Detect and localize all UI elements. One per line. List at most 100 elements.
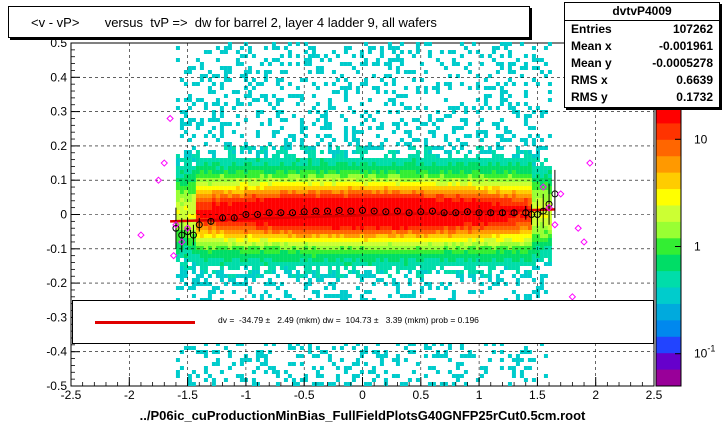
- heatmap-cell: [523, 122, 528, 126]
- heatmap-cell: [479, 182, 484, 186]
- heatmap-cell: [367, 174, 372, 178]
- heatmap-cell: [539, 190, 544, 194]
- heatmap-cell: [275, 166, 280, 170]
- heatmap-cell: [499, 66, 504, 70]
- heatmap-cell: [415, 250, 420, 254]
- heatmap-cell: [351, 182, 356, 186]
- heatmap-cell: [247, 90, 252, 94]
- heatmap-cell: [459, 166, 464, 170]
- heatmap-cell: [475, 190, 480, 194]
- heatmap-cell: [203, 166, 208, 170]
- heatmap-cell: [187, 182, 192, 186]
- heatmap-cell: [463, 266, 468, 270]
- heatmap-cell: [231, 238, 236, 242]
- heatmap-cell: [211, 378, 216, 382]
- heatmap-cell: [503, 214, 508, 218]
- heatmap-cell: [495, 70, 500, 74]
- heatmap-cell: [507, 246, 512, 250]
- heatmap-cell: [223, 46, 228, 50]
- heatmap-cell: [539, 238, 544, 242]
- heatmap-cell: [187, 378, 192, 382]
- heatmap-cell: [271, 166, 276, 170]
- heatmap-cell: [339, 150, 344, 154]
- heatmap-cell: [375, 270, 380, 274]
- heatmap-cell: [543, 262, 548, 266]
- heatmap-cell: [511, 82, 516, 86]
- heatmap-cell: [263, 254, 268, 258]
- heatmap-cell: [371, 378, 376, 382]
- heatmap-cell: [391, 210, 396, 214]
- heatmap-cell: [487, 166, 492, 170]
- heatmap-cell: [411, 234, 416, 238]
- heatmap-cell: [379, 218, 384, 222]
- heatmap-cell: [283, 222, 288, 226]
- heatmap-cell: [443, 238, 448, 242]
- heatmap-cell: [183, 114, 188, 118]
- heatmap-cell: [315, 218, 320, 222]
- heatmap-cell: [255, 198, 260, 202]
- heatmap-cell: [183, 186, 188, 190]
- heatmap-cell: [315, 238, 320, 242]
- heatmap-cell: [427, 258, 432, 262]
- heatmap-cell: [383, 222, 388, 226]
- heatmap-cell: [511, 254, 516, 258]
- heatmap-cell: [379, 46, 384, 50]
- heatmap-cell: [475, 242, 480, 246]
- heatmap-cell: [359, 182, 364, 186]
- heatmap-cell: [271, 258, 276, 262]
- heatmap-cell: [531, 190, 536, 194]
- heatmap-cell: [439, 226, 444, 230]
- heatmap-cell: [327, 238, 332, 242]
- heatmap-cell: [527, 274, 532, 278]
- heatmap-cell: [459, 162, 464, 166]
- heatmap-cell: [491, 150, 496, 154]
- heatmap-cell: [295, 250, 300, 254]
- heatmap-cell: [219, 254, 224, 258]
- heatmap-cell: [283, 242, 288, 246]
- heatmap-cell: [287, 342, 292, 346]
- heatmap-cell: [283, 370, 288, 374]
- heatmap-cell: [191, 234, 196, 238]
- heatmap-cell: [199, 166, 204, 170]
- heatmap-cell: [495, 258, 500, 262]
- heatmap-cell: [535, 178, 540, 182]
- heatmap-cell: [363, 78, 368, 82]
- heatmap-cell: [275, 262, 280, 266]
- heatmap-cell: [455, 218, 460, 222]
- heatmap-cell: [211, 226, 216, 230]
- heatmap-cell: [499, 182, 504, 186]
- heatmap-cell: [331, 162, 336, 166]
- heatmap-cell: [227, 194, 232, 198]
- heatmap-cell: [327, 98, 332, 102]
- heatmap-cell: [291, 174, 296, 178]
- heatmap-cell: [339, 198, 344, 202]
- heatmap-cell: [327, 282, 332, 286]
- stats-label: RMS y: [571, 90, 608, 104]
- heatmap-cell: [335, 238, 340, 242]
- heatmap-cell: [351, 258, 356, 262]
- heatmap-cell: [191, 282, 196, 286]
- heatmap-cell: [271, 242, 276, 246]
- heatmap-cell: [259, 206, 264, 210]
- heatmap-cell: [235, 222, 240, 226]
- heatmap-cell: [291, 154, 296, 158]
- heatmap-cell: [491, 158, 496, 162]
- heatmap-cell: [463, 170, 468, 174]
- heatmap-cell: [191, 278, 196, 282]
- heatmap-cell: [247, 70, 252, 74]
- heatmap-cell: [383, 354, 388, 358]
- heatmap-cell: [295, 274, 300, 278]
- heatmap-cell: [263, 222, 268, 226]
- heatmap-cell: [507, 262, 512, 266]
- heatmap-cell: [183, 198, 188, 202]
- heatmap-cell: [391, 58, 396, 62]
- heatmap-cell: [255, 354, 260, 358]
- heatmap-cell: [523, 150, 528, 154]
- heatmap-cell: [247, 206, 252, 210]
- heatmap-cell: [419, 194, 424, 198]
- heatmap-cell: [375, 158, 380, 162]
- heatmap-cell: [275, 186, 280, 190]
- heatmap-cell: [287, 238, 292, 242]
- heatmap-cell: [403, 174, 408, 178]
- heatmap-cell: [383, 234, 388, 238]
